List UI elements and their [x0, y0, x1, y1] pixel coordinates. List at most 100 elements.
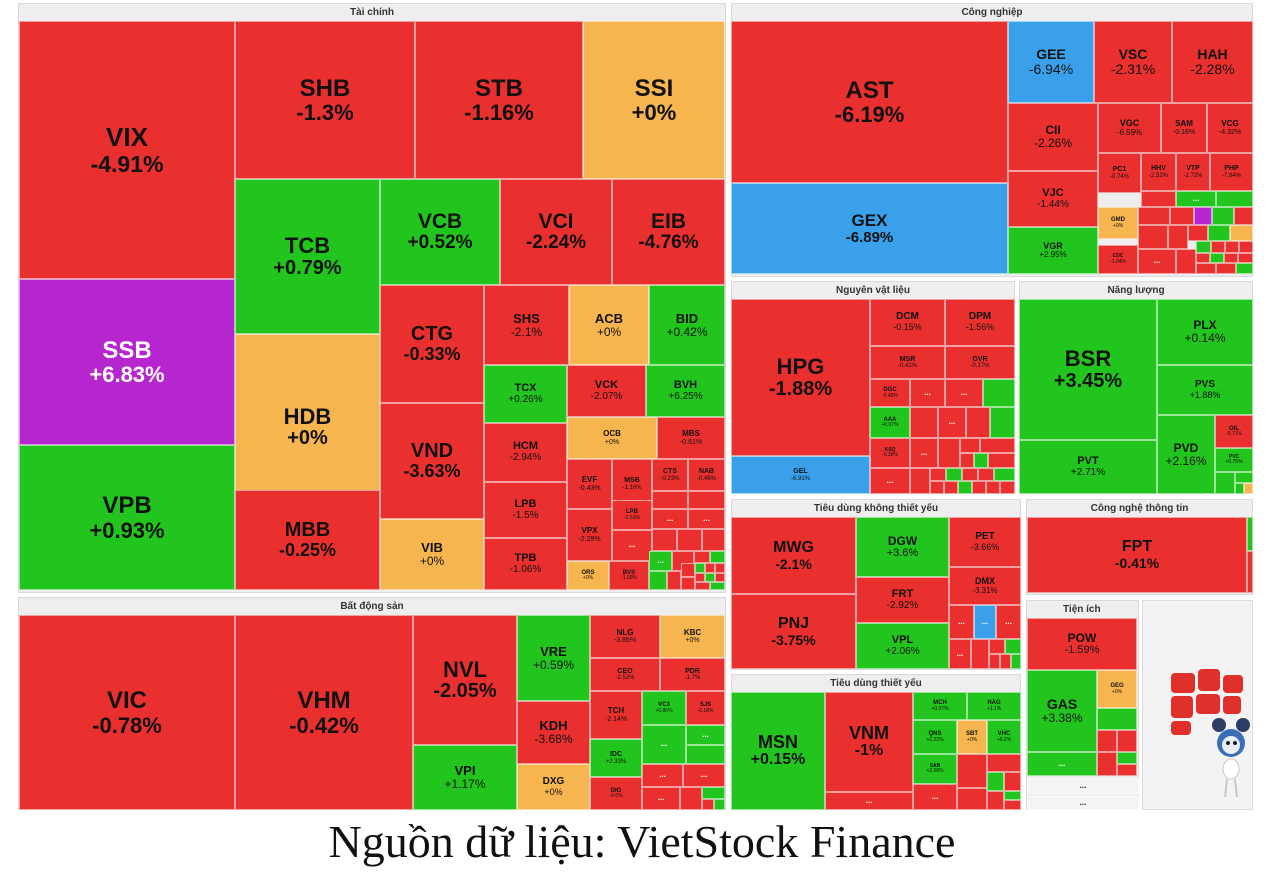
stock-tile-gvr[interactable]: GVR -0.17% — [945, 346, 1015, 379]
stock-tile-stb[interactable]: STB -1.16% — [415, 21, 583, 179]
stock-tile-small[interactable] — [694, 551, 710, 563]
stock-tile-ssb[interactable]: SSB +6.83% — [19, 279, 235, 445]
stock-tile-small[interactable] — [1215, 472, 1235, 494]
stock-tile-sam[interactable]: SAM -0.16% — [1161, 103, 1207, 153]
more-stocks-tile[interactable]: ... — [945, 379, 983, 407]
stock-tile-msn[interactable]: MSN +0.15% — [731, 692, 825, 810]
stock-tile-small[interactable] — [1097, 752, 1117, 776]
stock-tile-fpt[interactable]: FPT -0.41% — [1027, 517, 1247, 593]
stock-tile-small[interactable] — [1138, 225, 1168, 249]
stock-tile-small[interactable] — [1004, 800, 1021, 810]
stock-tile-bsr[interactable]: BSR +3.45% — [1019, 299, 1157, 440]
stock-tile-hah[interactable]: HAH -2.28% — [1172, 21, 1253, 103]
stock-tile-pvs[interactable]: PVS +1.88% — [1157, 365, 1253, 415]
stock-tile-small[interactable] — [990, 407, 1015, 438]
stock-tile-nab[interactable]: NAB -0.46% — [688, 459, 725, 491]
stock-tile-gmd[interactable]: GMD +0% — [1098, 207, 1138, 239]
stock-tile-small[interactable] — [1000, 654, 1011, 669]
stock-tile-ast[interactable]: AST -6.19% — [731, 21, 1008, 183]
stock-tile-small[interactable] — [1194, 207, 1212, 225]
stock-tile-small[interactable] — [972, 481, 986, 494]
stock-tile-pvc[interactable]: PVC +0.75% — [1215, 448, 1253, 472]
stock-tile-small[interactable] — [1141, 191, 1176, 207]
stock-tile-small[interactable] — [978, 468, 994, 481]
stock-tile-vpb[interactable]: VPB +0.93% — [19, 445, 235, 590]
stock-tile-vib[interactable]: VIB +0% — [380, 519, 484, 590]
stock-tile-ors[interactable]: ORS +0% — [567, 561, 609, 590]
stock-tile-small[interactable] — [677, 529, 702, 551]
stock-tile-dgc[interactable]: DGC -0.48% — [870, 379, 910, 407]
stock-tile-gas[interactable]: GAS +3.38% — [1027, 670, 1097, 752]
stock-tile-small[interactable] — [1247, 517, 1253, 551]
stock-tile-pdr[interactable]: PDR -1.7% — [660, 658, 725, 691]
stock-tile-gex[interactable]: GEX -6.89% — [731, 183, 1008, 274]
stock-tile-small[interactable] — [1211, 241, 1225, 253]
stock-tile-frt[interactable]: FRT -2.92% — [856, 577, 949, 623]
more-stocks-tile[interactable]: ... — [686, 725, 725, 745]
more-stocks-tile[interactable]: ... — [949, 639, 971, 669]
stock-tile-shb[interactable]: SHB -1.3% — [235, 21, 415, 179]
stock-tile-small[interactable] — [1212, 207, 1234, 225]
stock-tile-small[interactable] — [705, 563, 715, 573]
stock-tile-small[interactable] — [1238, 253, 1253, 263]
stock-tile-idc[interactable]: IDC +2.33% — [590, 739, 642, 777]
more-stocks-tile[interactable]: ... — [642, 725, 686, 764]
stock-tile-vpl[interactable]: VPL +2.06% — [856, 623, 949, 669]
more-stocks-tile[interactable]: ... — [910, 379, 945, 407]
stock-tile-small[interactable] — [983, 379, 1015, 407]
stock-tile-mwg[interactable]: MWG -2.1% — [731, 517, 856, 594]
stock-tile-eib[interactable]: EIB -4.76% — [612, 179, 725, 285]
stock-tile-small[interactable] — [702, 787, 725, 799]
stock-tile-vcb[interactable]: VCB +0.52% — [380, 179, 500, 285]
stock-tile-dcm[interactable]: DCM -0.15% — [870, 299, 945, 346]
stock-tile-small[interactable] — [681, 563, 695, 577]
stock-tile-small[interactable] — [680, 787, 702, 810]
stock-tile-ocb[interactable]: OCB +0% — [567, 417, 657, 459]
stock-tile-small[interactable] — [1247, 551, 1253, 593]
stock-tile-vnd[interactable]: VND -3.63% — [380, 403, 484, 519]
stock-tile-vnm[interactable]: VNM -1% — [825, 692, 913, 792]
stock-tile-small[interactable] — [930, 481, 944, 494]
stock-tile-tcb[interactable]: TCB +0.79% — [235, 179, 380, 334]
more-stocks-tile[interactable]: ... — [974, 605, 996, 639]
stock-tile-pvd[interactable]: PVD +2.16% — [1157, 415, 1215, 494]
stock-tile-dmx[interactable]: DMX -3.31% — [949, 567, 1021, 605]
stock-tile-small[interactable] — [1236, 263, 1253, 274]
stock-tile-small[interactable] — [702, 529, 725, 551]
stock-tile-small[interactable] — [966, 407, 990, 438]
stock-tile-php[interactable]: PHP -7.84% — [1210, 153, 1253, 191]
stock-tile-small[interactable] — [1224, 253, 1238, 263]
stock-tile-small[interactable] — [958, 481, 972, 494]
stock-tile-dpm[interactable]: DPM -1.56% — [945, 299, 1015, 346]
stock-tile-dig[interactable]: DIG -0.6% — [590, 777, 642, 810]
stock-tile-hdb[interactable]: HDB +0% — [235, 334, 380, 520]
stock-tile-small[interactable] — [1208, 225, 1230, 241]
stock-tile-small[interactable] — [681, 577, 695, 590]
stock-tile-small[interactable] — [974, 453, 988, 468]
stock-tile-small[interactable] — [1225, 241, 1239, 253]
stock-tile-nvl[interactable]: NVL -2.05% — [413, 615, 517, 745]
stock-tile-vhm[interactable]: VHM -0.42% — [235, 615, 413, 810]
stock-tile-small[interactable] — [960, 453, 974, 468]
more-stocks-tile[interactable]: ... — [612, 530, 652, 561]
stock-tile-small[interactable] — [1170, 207, 1194, 225]
stock-tile-small[interactable] — [1239, 241, 1253, 253]
stock-tile-small[interactable] — [1230, 225, 1253, 241]
stock-tile-small[interactable] — [971, 639, 989, 669]
stock-tile-small[interactable] — [1117, 752, 1137, 764]
stock-tile-small[interactable] — [957, 788, 987, 810]
stock-tile-vtp[interactable]: VTP -1.72% — [1176, 153, 1210, 191]
stock-tile-gel[interactable]: GEL -6.91% — [731, 456, 870, 494]
stock-tile-hhv[interactable]: HHV -2.52% — [1141, 153, 1176, 191]
more-stocks-tile[interactable]: ... — [652, 509, 688, 529]
more-stocks-tile[interactable]: ... — [938, 407, 966, 438]
stock-tile-small[interactable] — [987, 791, 1004, 810]
stock-tile-vix[interactable]: VIX -4.91% — [19, 21, 235, 279]
stock-tile-cts[interactable]: CTS -0.23% — [652, 459, 688, 491]
stock-tile-aaa[interactable]: AAA +0.07% — [870, 407, 910, 438]
more-stocks-tile[interactable]: ... — [683, 764, 725, 787]
more-stocks-tile[interactable]: ... — [1027, 752, 1097, 776]
stock-tile-geg[interactable]: GEG +0% — [1097, 670, 1137, 708]
stock-tile-sab[interactable]: SAB +2.08% — [913, 754, 957, 784]
stock-tile-small[interactable] — [1196, 253, 1210, 263]
